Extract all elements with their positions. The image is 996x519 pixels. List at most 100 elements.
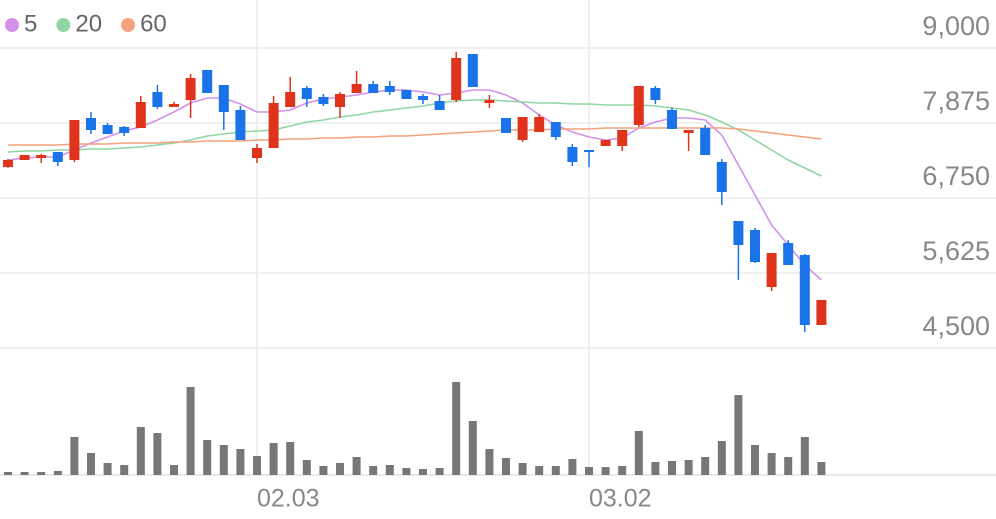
volume-bar (468, 421, 477, 475)
candle-body (667, 110, 677, 129)
candle-body (451, 58, 462, 100)
candle-body (600, 140, 611, 146)
candle-body (268, 103, 279, 148)
candle-body (418, 96, 428, 100)
candle-body (102, 125, 113, 134)
candle-body (135, 102, 146, 128)
volume-bar (419, 469, 427, 475)
candle-body (584, 150, 594, 152)
candle-body (335, 94, 345, 107)
volume-bar (53, 471, 62, 475)
volume-bar (535, 466, 544, 475)
volume-bar (4, 472, 12, 475)
volume-bar (568, 459, 577, 475)
candle-body (534, 117, 545, 132)
volume-bar (120, 465, 129, 475)
volume-bar (518, 463, 527, 475)
candle-body (152, 92, 163, 107)
volume-bar (435, 468, 444, 475)
candle-body (3, 160, 13, 167)
x-tick-label: 02.03 (257, 485, 320, 513)
volume-bar (502, 458, 510, 475)
volume-bar (800, 437, 809, 475)
volume-bar (136, 427, 145, 475)
volume-bar (817, 462, 826, 475)
candle-body (484, 100, 495, 103)
volume-bar (402, 468, 411, 475)
volume-bar (37, 472, 46, 475)
volume-bar (170, 465, 178, 475)
candle-body (750, 230, 760, 262)
y-tick-label: 6,750 (922, 161, 990, 191)
volume-bar (634, 431, 643, 475)
candle-body (202, 70, 213, 93)
volume-bar (551, 466, 560, 475)
volume-bar (717, 441, 726, 475)
legend-label: 20 (75, 10, 102, 37)
candle-body (235, 110, 246, 140)
volume-bar (618, 466, 627, 475)
volume-bar (585, 467, 593, 475)
candle-body (318, 97, 329, 104)
legend-dot (121, 18, 136, 32)
candle-body (351, 84, 362, 93)
legend-dot (5, 18, 19, 32)
candle-body (733, 221, 744, 245)
volume-bar (70, 437, 79, 475)
volume-bar (269, 443, 278, 475)
y-tick-label: 4,500 (922, 311, 990, 341)
candle-body (86, 118, 96, 130)
volume-bar (236, 449, 245, 475)
y-tick-label: 7,875 (922, 86, 990, 116)
volume-bar (668, 461, 676, 475)
candle-body (816, 300, 827, 325)
ma-line (7, 89, 822, 281)
candle-body (252, 148, 262, 158)
ma-line (8, 127, 822, 146)
candle-body (799, 255, 810, 325)
volume-bar (87, 453, 95, 475)
candle-body (285, 92, 296, 107)
candle-body (617, 130, 628, 146)
candle-body (119, 127, 130, 133)
legend-label: 60 (140, 10, 167, 37)
candle-body (783, 243, 794, 265)
x-tick-label: 03.02 (589, 485, 652, 513)
candle-body (434, 101, 445, 110)
candle-body (467, 54, 478, 87)
candle-body (69, 120, 80, 160)
candle-body (36, 155, 47, 158)
volume-bar (369, 466, 378, 475)
y-tick-label: 5,625 (922, 236, 990, 266)
candle-body (185, 78, 196, 100)
volume-bar (485, 449, 494, 475)
volume-bar (302, 460, 311, 475)
candle-body (567, 147, 578, 162)
candle-body (384, 86, 395, 92)
candle-body (501, 118, 511, 133)
volume-bar (784, 457, 793, 475)
candle-body (766, 253, 777, 287)
candle-body (52, 152, 63, 162)
volume-bar (103, 463, 112, 475)
volume-bar (684, 460, 693, 475)
candle-body (716, 162, 727, 192)
volume-bar (203, 440, 212, 475)
ma-line (7, 99, 822, 177)
candle-body (700, 128, 711, 155)
candle-body (301, 88, 312, 99)
candle-body (401, 90, 412, 99)
y-tick-label: 9,000 (922, 11, 990, 41)
legend-label: 5 (24, 10, 37, 37)
candle-body (368, 84, 379, 93)
volume-bar (153, 433, 162, 475)
volume-bar (319, 466, 328, 475)
candle-body (550, 122, 561, 137)
volume-bar (352, 457, 361, 475)
volume-bar (767, 453, 776, 475)
volume-bar (253, 456, 261, 475)
candle-body (633, 86, 644, 125)
volume-bar (701, 457, 710, 475)
legend-dot (56, 18, 71, 32)
volume-bar (219, 445, 228, 475)
